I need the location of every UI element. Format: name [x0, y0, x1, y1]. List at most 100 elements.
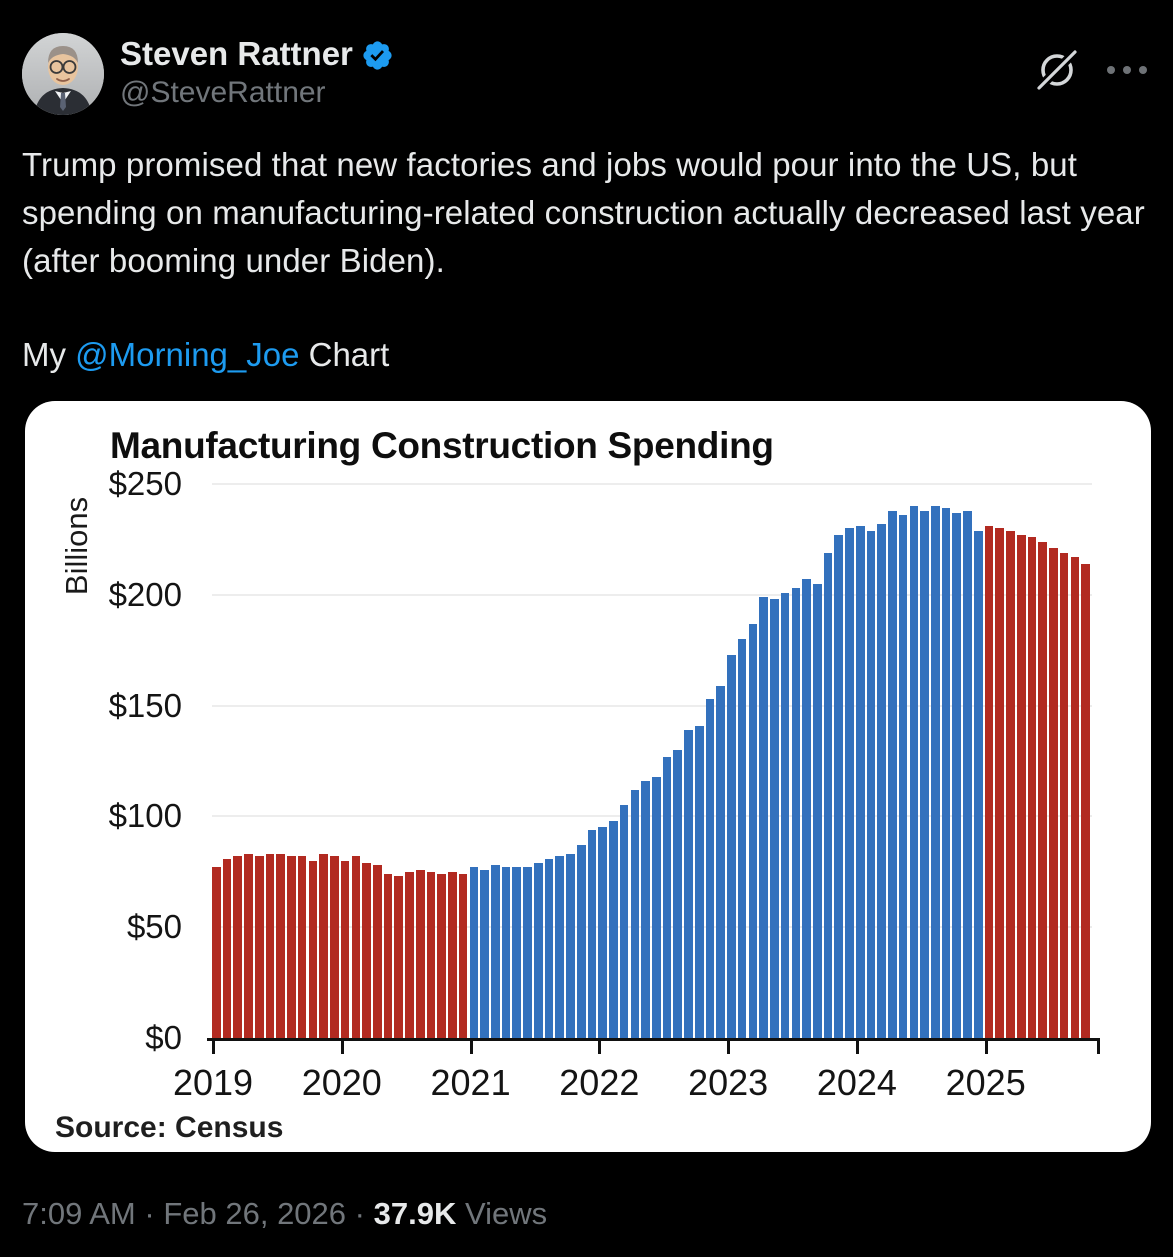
x-year-label: 2025 [945, 1062, 1026, 1103]
bar-2019-04 [244, 854, 253, 1038]
x-year-label: 2021 [430, 1062, 511, 1103]
bar-2020-01 [340, 860, 350, 1038]
bar-2020-09 [426, 871, 436, 1038]
bar-2020-08 [415, 869, 425, 1038]
bar-2024-12 [973, 530, 983, 1038]
bar-2022-04 [630, 789, 640, 1038]
y-tick-label: $250 [108, 465, 182, 502]
bar-2023-01 [727, 654, 736, 1038]
post-time: 7:09 AM [22, 1196, 136, 1231]
bar-2025-07 [1049, 548, 1058, 1038]
timestamp-row: 7:09 AM · Feb 26, 2026 · 37.9K Views [22, 1194, 1151, 1234]
bar-2022-03 [619, 805, 629, 1038]
bar-2020-05 [383, 874, 393, 1038]
more-horizontal-icon[interactable] [1105, 60, 1149, 80]
tweet-header: Steven Rattner @SteveRattner [22, 0, 1151, 115]
bar-2024-07 [920, 510, 929, 1038]
bar-2022-09 [684, 729, 693, 1038]
bar-2021-11 [576, 845, 586, 1038]
header-actions [1034, 47, 1149, 93]
bar-2020-10 [437, 874, 446, 1038]
bar-2019-02 [222, 858, 232, 1038]
bar-2023-10 [823, 552, 833, 1038]
mention-link[interactable]: @Morning_Joe [75, 336, 300, 373]
x-axis-line [207, 1038, 1100, 1041]
bar-2019-12 [330, 856, 339, 1038]
bar-2022-10 [694, 725, 704, 1038]
bar-2019-07 [276, 854, 285, 1038]
bar-2021-02 [480, 869, 489, 1038]
grok-icon[interactable] [1034, 47, 1080, 93]
bar-2021-10 [566, 854, 575, 1038]
bar-2019-05 [254, 856, 264, 1038]
bar-2020-02 [351, 856, 361, 1038]
avatar[interactable] [22, 33, 104, 115]
views-count: 37.9K [373, 1196, 457, 1231]
bar-2023-06 [780, 592, 790, 1038]
verified-badge-icon [361, 39, 394, 72]
y-tick-label: $100 [108, 797, 182, 835]
source-note: Source: Census [55, 1111, 284, 1144]
x-axis-tick [598, 1040, 602, 1054]
bar-2025-03 [1006, 530, 1015, 1038]
bar-2025-06 [1038, 541, 1047, 1038]
bar-2025-10 [1081, 563, 1090, 1038]
post-date: Feb 26, 2026 [163, 1196, 347, 1231]
bar-2024-10 [952, 512, 962, 1038]
bar-2020-07 [405, 871, 414, 1038]
bar-2021-09 [555, 856, 565, 1038]
bar-2023-07 [791, 588, 801, 1038]
bar-2021-08 [544, 858, 554, 1038]
bar-2025-04 [1016, 534, 1026, 1038]
x-year-label: 2024 [816, 1062, 897, 1103]
bar-2024-11 [963, 510, 972, 1038]
bar-2021-05 [512, 867, 522, 1038]
bar-2020-03 [362, 862, 371, 1038]
bar-2023-03 [748, 623, 758, 1038]
bar-2024-09 [941, 508, 951, 1038]
chart-media-card[interactable]: Manufacturing Construction Spending Bill… [25, 401, 1151, 1152]
bar-2024-05 [898, 515, 908, 1038]
bar-2021-07 [533, 862, 543, 1038]
separator: · [354, 1196, 365, 1231]
bar-2023-05 [770, 599, 779, 1038]
bar-2020-04 [372, 865, 382, 1038]
bar-2019-08 [287, 856, 296, 1038]
bar-2022-08 [673, 749, 683, 1038]
bar-2020-12 [458, 874, 468, 1038]
gridline [212, 483, 1092, 485]
bar-2022-12 [716, 685, 725, 1038]
bar-2024-06 [909, 506, 919, 1038]
x-year-label: 2022 [559, 1062, 640, 1103]
author-names: Steven Rattner @SteveRattner [120, 35, 394, 113]
bar-2022-05 [641, 780, 650, 1038]
y-tick-label: $0 [145, 1019, 182, 1056]
bar-2025-08 [1059, 552, 1069, 1038]
x-axis-tick [469, 1040, 473, 1054]
x-axis-tick [212, 1040, 215, 1054]
bar-2025-09 [1070, 557, 1080, 1038]
x-axis-tick [340, 1040, 344, 1054]
bar-2023-04 [759, 597, 768, 1038]
bar-2022-02 [609, 820, 618, 1038]
bar-2019-11 [319, 854, 328, 1038]
author-name[interactable]: Steven Rattner [120, 35, 353, 72]
views-label: Views [464, 1196, 548, 1231]
bar-2022-01 [598, 827, 607, 1038]
bar-2020-11 [448, 871, 457, 1038]
bar-2022-11 [705, 698, 715, 1038]
avatar-image [22, 33, 104, 115]
bar-2020-06 [394, 876, 404, 1038]
x-year-label: 2019 [172, 1062, 254, 1103]
bar-2024-04 [888, 510, 897, 1038]
gridline [212, 704, 1092, 707]
line2-prefix: My [22, 336, 76, 373]
bar-2019-09 [297, 856, 307, 1038]
author-handle[interactable]: @SteveRattner [120, 76, 326, 109]
bar-2024-08 [931, 506, 940, 1038]
y-tick-label: $50 [126, 908, 182, 946]
bar-2019-01 [212, 867, 221, 1038]
x-axis-tick [1097, 1040, 1100, 1054]
tweet-text: Trump promised that new factories and jo… [22, 146, 1145, 279]
